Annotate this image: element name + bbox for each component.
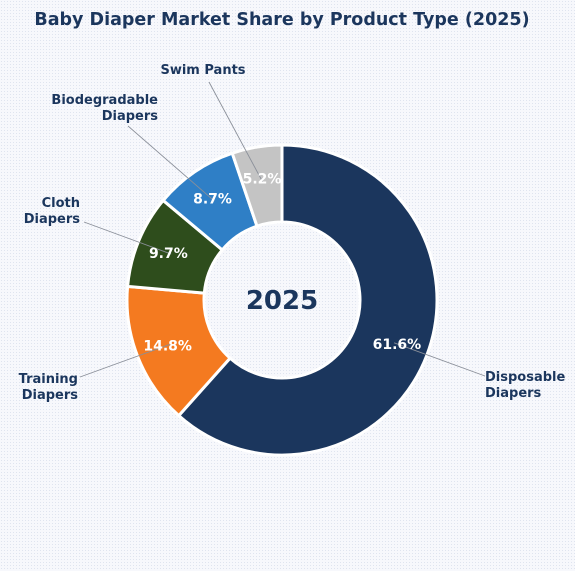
leader-line-2: [79, 343, 171, 378]
category-label-line: Diapers: [24, 212, 81, 227]
percent-label-2: 14.8%: [143, 338, 192, 354]
percent-label-3: 9.7%: [149, 246, 188, 262]
category-label-line: Diapers: [485, 386, 542, 401]
slice-5: [230, 143, 284, 229]
category-label-3: Cloth Diapers: [24, 196, 81, 227]
slice-1: [176, 143, 439, 457]
category-label-line: Cloth: [42, 196, 80, 211]
category-label-1: Disposable Diapers: [485, 370, 565, 401]
leader-line-3: [83, 221, 172, 255]
center-year-label: 2025: [246, 286, 318, 316]
leader-line-5: [208, 81, 263, 182]
category-label-2: Training Diapers: [19, 372, 79, 403]
category-label-line: Diapers: [22, 388, 79, 403]
category-label-line: Disposable: [485, 370, 565, 385]
percent-labels-group: 61.6% 14.8% 9.7% 8.7% 5.2%: [143, 172, 421, 355]
percent-label-4: 8.7%: [193, 191, 232, 207]
leader-line-1: [393, 342, 486, 377]
percent-label-5: 5.2%: [243, 172, 282, 188]
leader-line-4: [127, 125, 215, 202]
chart-title: Baby Diaper Market Share by Product Type…: [34, 10, 529, 30]
category-label-line: Diapers: [102, 109, 159, 124]
category-label-line: Training: [19, 372, 78, 387]
category-label-line: Biodegradable: [51, 93, 158, 108]
percent-label-1: 61.6%: [373, 337, 422, 353]
category-label-5: Swim Pants: [160, 63, 245, 78]
leader-lines-group: [79, 81, 486, 378]
slices-group: [125, 143, 439, 457]
category-label-4: Biodegradable Diapers: [51, 93, 158, 124]
category-label-line: Swim Pants: [160, 63, 245, 78]
